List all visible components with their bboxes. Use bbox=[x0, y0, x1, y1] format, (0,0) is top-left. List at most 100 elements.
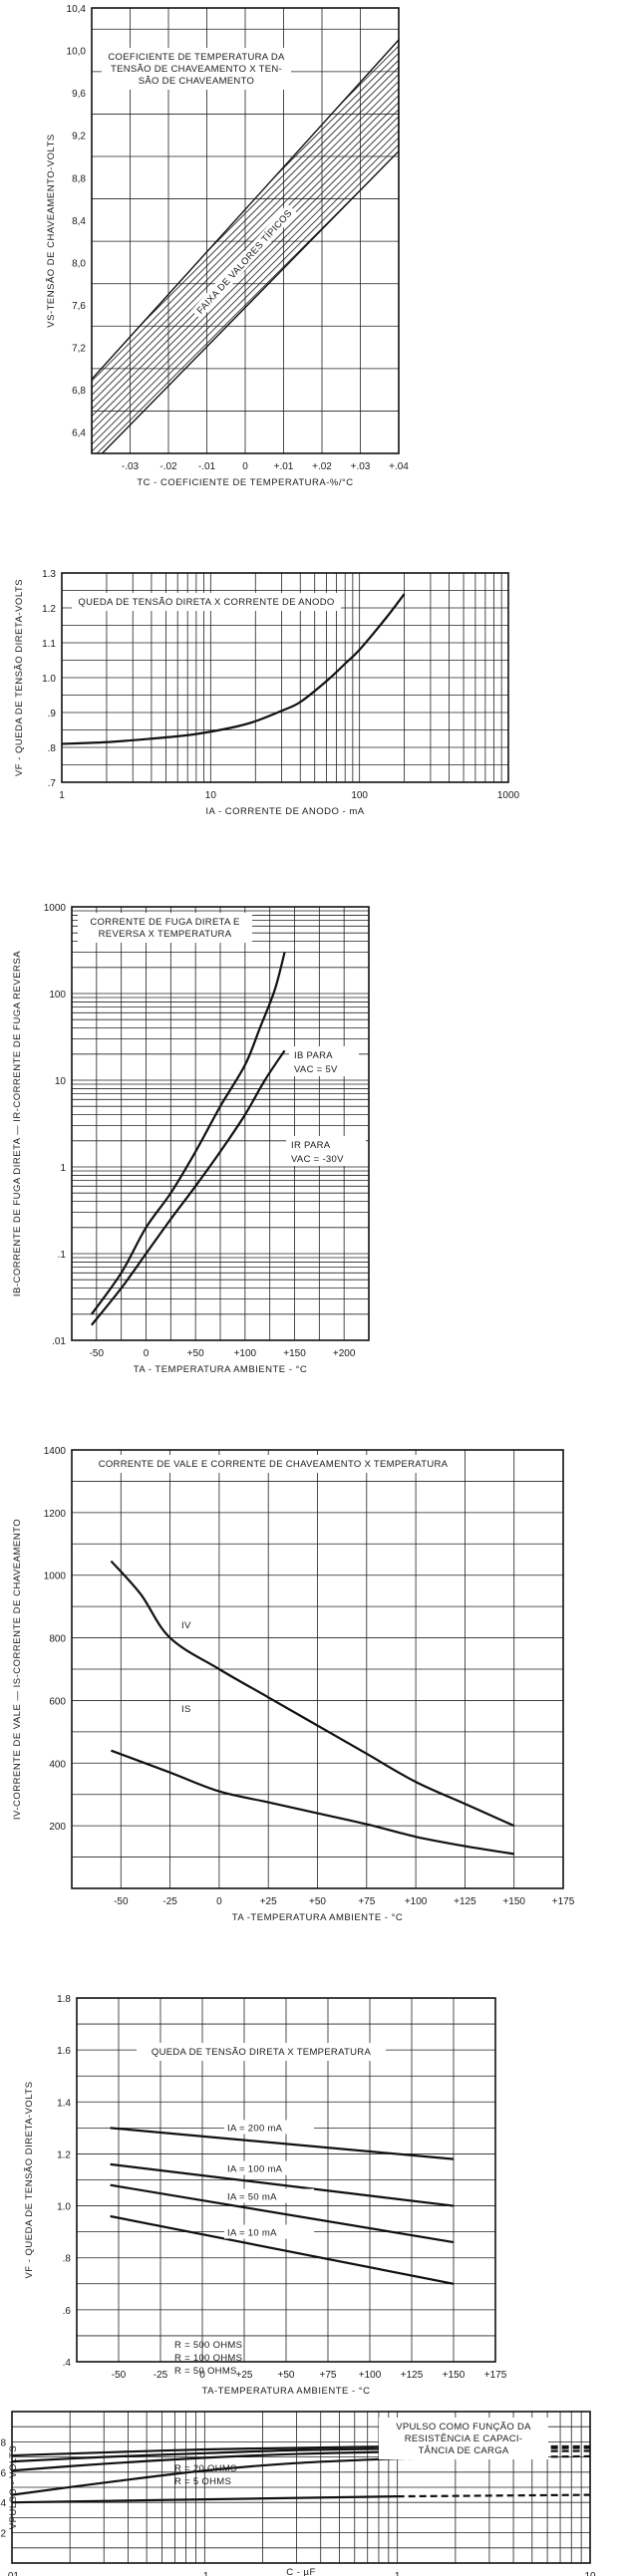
x-tick-label: +.04 bbox=[389, 461, 409, 472]
x-tick-label: +200 bbox=[333, 1348, 356, 1359]
series-line bbox=[91, 1049, 286, 1326]
chart-title-box bbox=[84, 1455, 463, 1473]
series-label: R = 100 OHMS bbox=[174, 2353, 242, 2364]
series-label: R = 5 OHMS bbox=[174, 2476, 231, 2487]
y-tick-label: 9,2 bbox=[72, 132, 86, 143]
y-tick-label: 2 bbox=[0, 2529, 6, 2540]
x-tick-label: +50 bbox=[278, 2370, 295, 2381]
y-tick-label: 1.8 bbox=[57, 1994, 71, 2005]
x-tick-label: +125 bbox=[454, 1896, 476, 1907]
y-axis-label: VF - QUEDA DE TENSÃO DIRETA-VOLTS bbox=[24, 2081, 35, 2278]
x-tick-label: +25 bbox=[236, 2370, 253, 2381]
series-line bbox=[110, 2127, 455, 2160]
x-tick-label: +150 bbox=[443, 2370, 466, 2381]
series-label-is: IS bbox=[181, 1704, 191, 1715]
chart-title-box bbox=[102, 48, 291, 90]
x-tick-label: -50 bbox=[114, 1896, 129, 1907]
annotation-text: IB PARA bbox=[294, 1050, 333, 1061]
y-tick-label: .8 bbox=[48, 743, 57, 754]
series-line bbox=[61, 593, 406, 745]
x-tick-label: -25 bbox=[154, 2370, 168, 2381]
x-tick-label: +75 bbox=[358, 1896, 375, 1907]
y-tick-label: 1.2 bbox=[57, 2149, 71, 2160]
x-tick-label: +100 bbox=[405, 1896, 428, 1907]
chart-title: COEFICIENTE DE TEMPERATURA DA bbox=[108, 52, 285, 63]
series-label: IA = 200 mA bbox=[227, 2123, 283, 2134]
annotation-ir: IR PARA VAC = -30V bbox=[286, 1136, 366, 1166]
x-tick-label: +.02 bbox=[312, 461, 332, 472]
x-tick-label: 0 bbox=[144, 1348, 150, 1359]
x-tick-label: +150 bbox=[502, 1896, 525, 1907]
x-tick-label: .01 bbox=[5, 2571, 19, 2576]
annotation-text: VAC = -30V bbox=[291, 1154, 344, 1165]
series-line bbox=[11, 2457, 398, 2496]
y-axis-label: VF - QUEDA DE TENSÃO DIRETA-VOLTS bbox=[14, 579, 25, 776]
series-line bbox=[11, 2444, 398, 2457]
x-tick-label: 1000 bbox=[497, 790, 520, 801]
y-tick-label: 1.0 bbox=[42, 674, 56, 685]
x-tick-label: -.03 bbox=[122, 461, 140, 472]
y-tick-label: 4 bbox=[0, 2498, 6, 2509]
series-label: R = 50 OHMS bbox=[174, 2366, 237, 2377]
y-tick-label: 1 bbox=[60, 1163, 66, 1174]
chart-title: TENSÃO DE CHAVEAMENTO X TEN- bbox=[111, 64, 282, 75]
x-axis-label: TA-TEMPERATURA AMBIENTE - °C bbox=[202, 2386, 371, 2397]
chart-title-box bbox=[72, 593, 341, 611]
chart-forward-voltage-vs-current: QUEDA DE TENSÃO DIRETA X CORRENTE DE ANO… bbox=[14, 569, 520, 817]
y-tick-label: 400 bbox=[49, 1759, 66, 1770]
y-tick-label: 10 bbox=[55, 1076, 67, 1087]
x-tick-label: +75 bbox=[320, 2370, 337, 2381]
x-tick-label: 1 bbox=[59, 790, 65, 801]
series-line bbox=[111, 1749, 514, 1856]
series-label: R = 20 OHMS bbox=[174, 2463, 237, 2474]
chart-title-box bbox=[78, 913, 252, 943]
series-label-box bbox=[224, 2188, 314, 2203]
annotation-box bbox=[286, 1136, 366, 1166]
y-tick-label: 1400 bbox=[44, 1446, 67, 1457]
y-tick-label: 1000 bbox=[44, 903, 67, 914]
x-tick-label: -50 bbox=[90, 1348, 105, 1359]
y-axis-label: IV-CORRENTE DE VALE — IS-CORRENTE DE CHA… bbox=[12, 1519, 23, 1820]
x-tick-label: 10 bbox=[205, 790, 217, 801]
y-tick-label: 100 bbox=[49, 990, 66, 1001]
chart-valley-switching-current: CORRENTE DE VALE E CORRENTE DE CHAVEAMEN… bbox=[12, 1446, 575, 1923]
chart-title: RESISTÊNCIA E CAPACI- bbox=[405, 2433, 523, 2444]
chart-title: QUEDA DE TENSÃO DIRETA X CORRENTE DE ANO… bbox=[78, 597, 334, 608]
y-tick-label: 9,6 bbox=[72, 89, 86, 100]
y-axis-label: VPULSO - VOLTS bbox=[8, 2445, 19, 2529]
x-tick-label: .1 bbox=[200, 2571, 209, 2576]
x-tick-label: +.03 bbox=[351, 461, 371, 472]
x-tick-label: 0 bbox=[216, 1896, 222, 1907]
series-line bbox=[90, 952, 286, 1315]
x-tick-label: 0 bbox=[242, 461, 248, 472]
y-tick-label: 8,4 bbox=[72, 216, 86, 227]
x-axis-label: TA -TEMPERATURA AMBIENTE - °C bbox=[232, 1912, 404, 1923]
series-line bbox=[11, 2495, 398, 2504]
y-tick-label: 10,4 bbox=[67, 4, 87, 15]
y-tick-label: 8,8 bbox=[72, 173, 86, 184]
x-tick-label: +150 bbox=[283, 1348, 306, 1359]
y-tick-label: 1000 bbox=[44, 1572, 67, 1582]
y-tick-label: .7 bbox=[48, 778, 57, 789]
x-axis-label: TA - TEMPERATURA AMBIENTE - °C bbox=[134, 1364, 308, 1375]
annotation-box bbox=[289, 1046, 359, 1076]
chart-title: CORRENTE DE VALE E CORRENTE DE CHAVEAMEN… bbox=[99, 1459, 449, 1470]
x-tick-label: 10 bbox=[584, 2571, 596, 2576]
y-tick-label: .9 bbox=[48, 709, 57, 719]
x-tick-label: -50 bbox=[112, 2370, 127, 2381]
y-tick-label: 1.1 bbox=[42, 639, 56, 650]
y-tick-label: .01 bbox=[52, 1336, 66, 1347]
plot-frame bbox=[76, 1997, 496, 2363]
x-axis-label: TC - COEFICIENTE DE TEMPERATURA-%/°C bbox=[137, 477, 353, 488]
y-tick-label: 8,0 bbox=[72, 258, 86, 269]
x-tick-label: +25 bbox=[260, 1896, 277, 1907]
x-tick-label: 1 bbox=[395, 2571, 401, 2576]
y-tick-label: 1.4 bbox=[57, 2098, 71, 2109]
series-line bbox=[11, 2447, 398, 2463]
y-tick-label: 10,0 bbox=[67, 47, 87, 58]
series-line bbox=[11, 2450, 398, 2472]
